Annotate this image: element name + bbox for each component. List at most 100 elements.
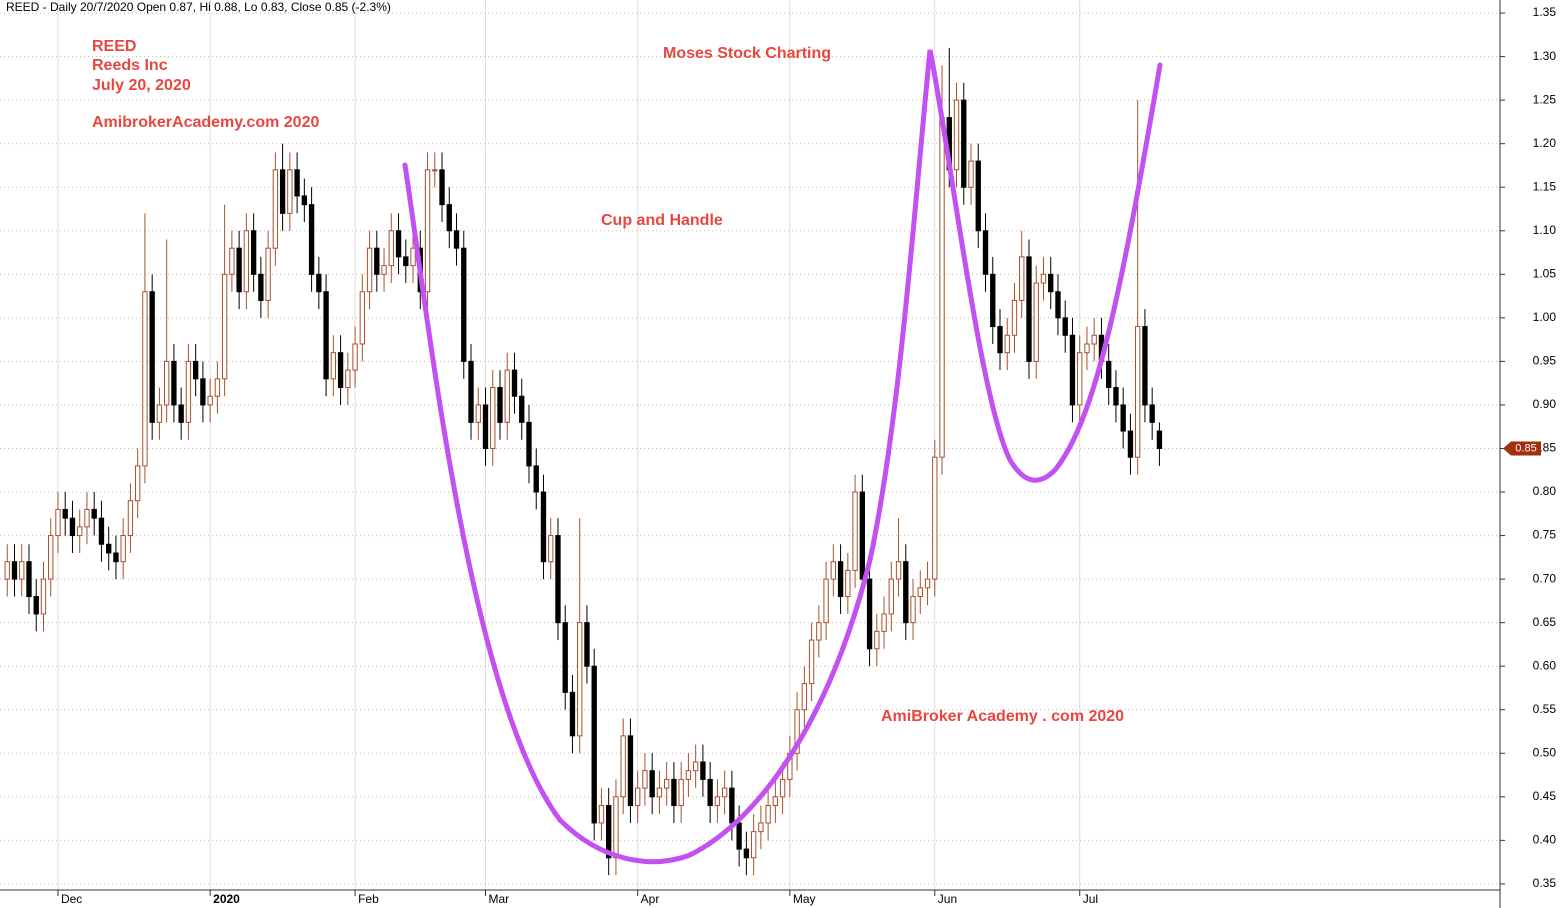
candle-body	[221, 273, 228, 380]
candle-body	[439, 169, 445, 206]
candle-body	[381, 265, 387, 275]
y-tick-label: 0.65	[1533, 615, 1557, 629]
candle-body	[207, 395, 213, 406]
candle-body	[895, 561, 902, 580]
last-price-tag	[1503, 441, 1541, 456]
y-tick-label: 0.75	[1533, 528, 1557, 542]
candle-body	[598, 805, 605, 824]
candle-body	[714, 796, 721, 807]
candle-body	[772, 796, 779, 807]
candle-body	[729, 787, 735, 824]
candle-body	[620, 735, 626, 798]
annotation: Moses Stock Charting	[663, 45, 831, 62]
y-tick-label: 0.70	[1533, 571, 1557, 585]
candle-body	[671, 778, 677, 807]
y-tick-label: 0.80	[1533, 484, 1557, 498]
candle-body	[540, 491, 547, 563]
candle-body	[461, 247, 467, 362]
y-tick-label: 0.60	[1533, 658, 1557, 672]
candle-body	[511, 369, 518, 397]
candle-body	[272, 169, 279, 249]
y-tick-label: 1.20	[1533, 136, 1557, 150]
candle-body	[1048, 273, 1054, 293]
candle-body	[279, 169, 286, 214]
candle-body	[548, 535, 554, 563]
candle-body	[294, 169, 300, 197]
candle-body	[366, 247, 373, 293]
candle-body	[40, 578, 47, 615]
candle-body	[823, 578, 829, 624]
candle-body	[359, 291, 365, 345]
candle-body	[1156, 430, 1163, 449]
candle-body	[642, 770, 648, 789]
candle-body	[968, 160, 974, 188]
candle-body	[1019, 256, 1025, 301]
candle-body	[700, 761, 706, 780]
candle-body	[1026, 256, 1032, 362]
candle-body	[1149, 404, 1155, 423]
candle-body	[750, 831, 757, 859]
candle-body	[62, 508, 68, 519]
candle-body	[939, 117, 945, 458]
candle-body	[903, 561, 909, 624]
candle-body	[779, 778, 786, 798]
annotation: Cup and Handle	[601, 212, 723, 229]
candle-body	[663, 778, 670, 789]
candle-body	[475, 404, 481, 423]
candle-body	[135, 465, 141, 502]
y-tick-label: 1.25	[1533, 92, 1557, 106]
candle-body	[736, 822, 742, 850]
candle-body	[881, 613, 887, 632]
candle-body	[649, 770, 655, 798]
candle-body	[678, 778, 684, 807]
candle-body	[410, 247, 416, 267]
candle-body	[55, 508, 61, 537]
candle-body	[685, 770, 692, 780]
candle-body	[11, 561, 18, 580]
candle-body	[497, 387, 503, 423]
candle-body	[830, 561, 837, 580]
candle-body	[910, 596, 916, 624]
candle-body	[156, 404, 163, 423]
candle-body	[316, 273, 322, 293]
candle-body	[982, 230, 989, 275]
candle-body	[1033, 282, 1039, 362]
x-tick-label: Apr	[641, 892, 660, 906]
candle-body	[1091, 334, 1097, 345]
candle-body	[990, 273, 996, 328]
y-tick-label: 0.55	[1533, 702, 1557, 716]
candle-body	[888, 578, 894, 615]
candles	[4, 47, 1163, 876]
annotation: AmiBroker Academy . com 2020	[881, 708, 1124, 725]
cup-handle-curve	[402, 49, 1163, 865]
candle-body	[84, 508, 90, 528]
annotation: July 20, 2020	[92, 77, 191, 94]
candle-body	[707, 778, 713, 807]
candle-body	[1142, 326, 1148, 406]
y-tick-label: 0.50	[1533, 745, 1557, 759]
annotation: AmibrokerAcademy.com 2020	[92, 114, 319, 131]
candle-body	[866, 578, 873, 650]
candle-body	[482, 404, 489, 449]
candle-body	[1040, 273, 1047, 284]
candle-body	[26, 561, 32, 598]
candle-body	[635, 787, 641, 807]
candle-body	[229, 247, 235, 275]
candle-body	[961, 99, 967, 188]
candle-body	[975, 160, 981, 232]
candle-body	[1077, 352, 1083, 406]
y-tick-label: 1.30	[1533, 49, 1557, 63]
candle-body	[323, 291, 329, 380]
candle-body	[243, 230, 250, 293]
candle-body	[374, 247, 380, 275]
x-tick-label: 2020	[213, 892, 240, 906]
candle-body	[519, 395, 525, 423]
y-tick-label: 1.00	[1533, 310, 1557, 324]
candle-body	[924, 578, 931, 589]
candle-body	[1113, 387, 1119, 406]
labels: 0.35 0.40 0.45 0.50 0.55 0.60 0.65 0.70 0.75 0.80…	[57, 5, 1557, 906]
candle-body	[953, 99, 960, 171]
candle-body	[33, 596, 39, 615]
x-tick-label: Jun	[938, 892, 957, 906]
candle-body	[606, 805, 612, 859]
